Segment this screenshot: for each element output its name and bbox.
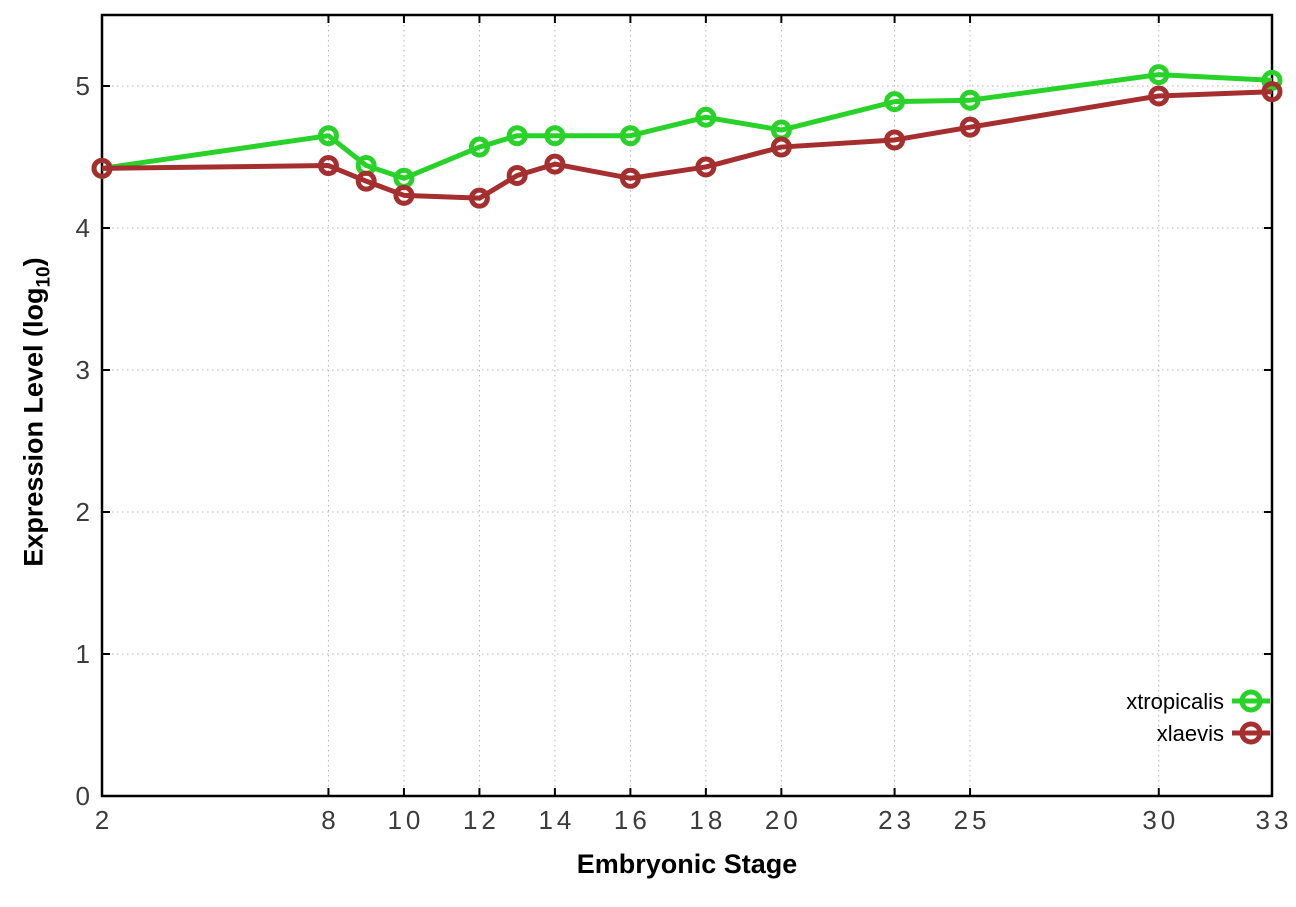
x-tick-label: 16: [614, 805, 651, 835]
data-point-marker: [317, 125, 339, 147]
data-point-marker: [544, 153, 566, 175]
data-point-marker: [884, 91, 906, 113]
tick-marks: [101, 15, 1273, 797]
data-point-marker: [1148, 64, 1170, 86]
plot-border: [100, 13, 1274, 798]
data-point-marker: [468, 187, 490, 209]
data-point-marker: [884, 129, 906, 151]
data-point-marker: [355, 170, 377, 192]
legend-marker-xtropicalis-icon: [1232, 689, 1270, 713]
y-axis-title: Expression Level (log10): [19, 257, 56, 566]
data-point-marker: [695, 156, 717, 178]
legend: xtropicalis xlaevis: [1126, 689, 1270, 746]
data-point-marker: [544, 125, 566, 147]
x-tick-label: 20: [765, 805, 802, 835]
data-point-marker: [317, 155, 339, 177]
series-line-xtropicalis: [101, 72, 1273, 181]
data-point-marker: [1261, 69, 1283, 91]
x-tick-label: 12: [463, 805, 500, 835]
y-axis-title-subscript: 10: [33, 266, 55, 288]
x-tick-labels: 2 8 10 12 14 16 18 20 23 25 30 33: [95, 805, 1293, 835]
legend-marker-xlaevis-icon: [1232, 721, 1270, 745]
data-point-marker: [393, 184, 415, 206]
y-tick-label: 0: [76, 781, 90, 811]
x-tick-label: 2: [95, 805, 113, 835]
x-tick-label: 30: [1142, 805, 1179, 835]
y-tick-label: 5: [76, 71, 90, 101]
data-point-marker: [91, 157, 113, 179]
series-xtropicalis: [91, 64, 1283, 189]
data-point-marker: [770, 136, 792, 158]
x-tick-label: 25: [954, 805, 991, 835]
data-point-marker: [468, 136, 490, 158]
y-axis-title-text: Expression Level (log: [18, 287, 49, 567]
x-tick-label: 10: [387, 805, 424, 835]
data-point-marker: [1261, 81, 1283, 103]
legend-label-xtropicalis: xtropicalis: [1126, 689, 1224, 714]
y-tick-label: 4: [76, 213, 90, 243]
data-point-marker: [959, 89, 981, 111]
y-tick-label: 3: [76, 355, 90, 385]
y-tick-label: 2: [76, 497, 90, 527]
x-tick-label: 18: [689, 805, 726, 835]
data-point-marker: [619, 125, 641, 147]
legend-label-xlaevis: xlaevis: [1157, 721, 1224, 746]
x-tick-label: 33: [1256, 805, 1293, 835]
data-point-marker: [506, 164, 528, 186]
y-axis-title-suffix: ): [18, 257, 49, 267]
gridlines: [102, 15, 1272, 796]
y-tick-label: 1: [76, 639, 90, 669]
series-xlaevis: [91, 81, 1283, 209]
data-point-marker: [619, 167, 641, 189]
data-point-marker: [1148, 85, 1170, 107]
data-point-marker: [959, 116, 981, 138]
x-tick-label: 14: [538, 805, 575, 835]
x-tick-label: 8: [321, 805, 339, 835]
x-axis-title: Embryonic Stage: [576, 849, 798, 879]
data-point-marker: [695, 106, 717, 128]
data-point-marker: [506, 125, 528, 147]
x-tick-label: 23: [878, 805, 915, 835]
y-tick-labels: 0 1 2 3 4 5: [76, 71, 90, 811]
